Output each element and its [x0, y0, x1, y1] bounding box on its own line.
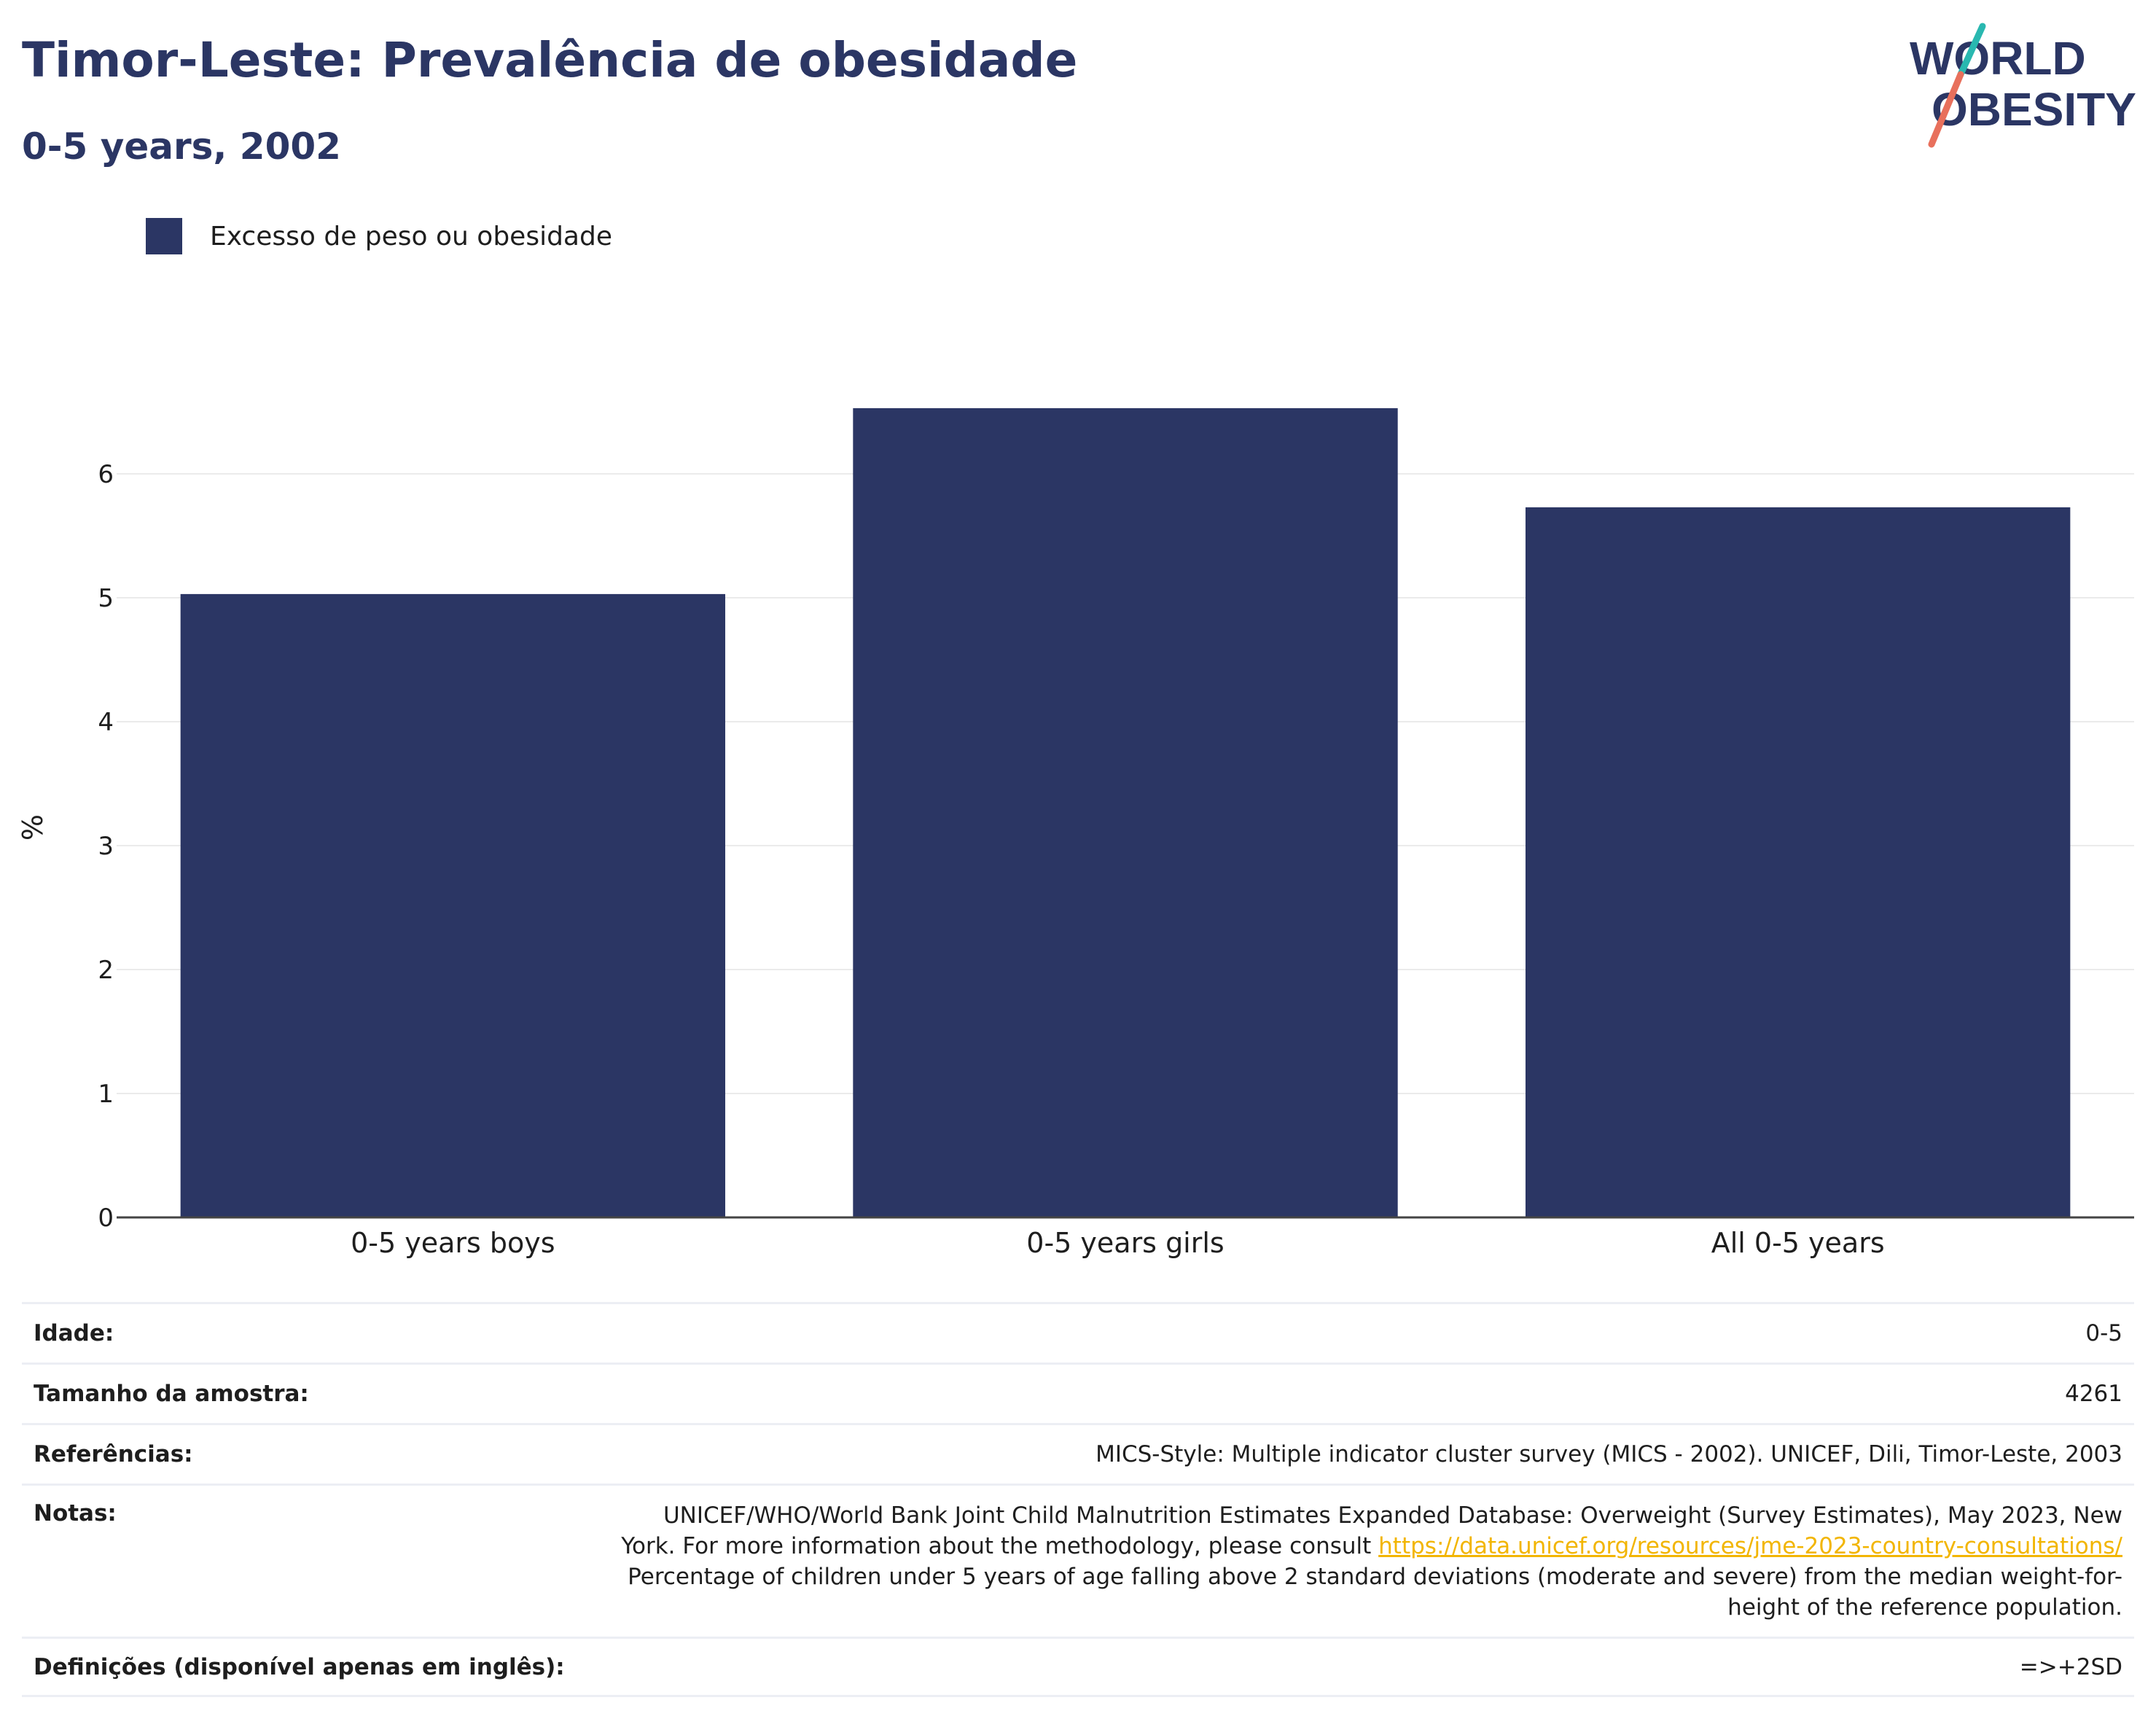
info-row-references: Referências: MICS-Style: Multiple indica… [22, 1423, 2134, 1483]
x-category-label: 0-5 years boys [351, 1227, 555, 1259]
legend-label: Excesso de peso ou obesidade [210, 221, 612, 252]
svg-text:WORLD: WORLD [1910, 32, 2086, 85]
notes-value: UNICEF/WHO/World Bank Joint Child Malnut… [621, 1500, 2122, 1623]
bar-chart: 0 1 2 3 4 5 6% 0-5 years boys 0-5 years girls All… [17, 408, 2134, 1259]
x-category-label: 0-5 years girls [1026, 1227, 1224, 1259]
chart-legend: Excesso de peso ou obesidade [146, 217, 612, 255]
y-tick-label: 1 [98, 1080, 114, 1109]
notes-text: UNICEF/WHO/World Bank Joint Child Malnut… [621, 1502, 2122, 1559]
info-row-notes: Notas: UNICEF/WHO/World Bank Joint Child… [22, 1483, 2134, 1637]
bar [853, 408, 1398, 1217]
references-value: MICS-Style: Multiple indicator cluster s… [1095, 1441, 2122, 1467]
y-tick-label: 0 [98, 1204, 114, 1233]
y-axis-label: % [17, 814, 49, 841]
y-tick-label: 5 [98, 584, 114, 613]
y-tick-label: 3 [98, 832, 114, 861]
bar [1525, 507, 2071, 1217]
chart-subtitle: 0-5 years, 2002 [22, 125, 341, 168]
age-value: 0-5 [2085, 1320, 2122, 1346]
sample-size-value: 4261 [2065, 1381, 2122, 1407]
x-category-label: All 0-5 years [1711, 1227, 1885, 1259]
y-tick-label: 6 [98, 460, 114, 489]
definitions-value: =>+2SD [2019, 1653, 2122, 1680]
svg-text:OBESITY: OBESITY [1932, 83, 2136, 136]
info-row-definitions: Definições (disponível apenas em inglês)… [22, 1637, 2134, 1697]
info-row-sample: Tamanho da amostra: 4261 [22, 1362, 2134, 1423]
references-label: Referências: [34, 1441, 193, 1467]
age-label: Idade: [34, 1320, 114, 1346]
notes-label: Notas: [34, 1500, 117, 1527]
notes-definition: Percentage of children under 5 years of … [628, 1564, 2122, 1621]
sample-size-label: Tamanho da amostra: [34, 1381, 309, 1407]
info-table: Idade: 0-5 Tamanho da amostra: 4261 Refe… [22, 1302, 2134, 1697]
chart-title: Timor-Leste: Prevalência de obesidade [22, 32, 1078, 88]
info-row-age: Idade: 0-5 [22, 1302, 2134, 1362]
bar [180, 593, 726, 1217]
notes-link[interactable]: https://data.unicef.org/resources/jme-20… [1378, 1533, 2122, 1559]
definitions-label: Definições (disponível apenas em inglês)… [34, 1653, 565, 1680]
y-tick-label: 2 [98, 956, 114, 985]
world-obesity-logo: WORLD OBESITY [1910, 23, 2136, 148]
legend-swatch [146, 218, 182, 254]
y-tick-label: 4 [98, 708, 114, 737]
